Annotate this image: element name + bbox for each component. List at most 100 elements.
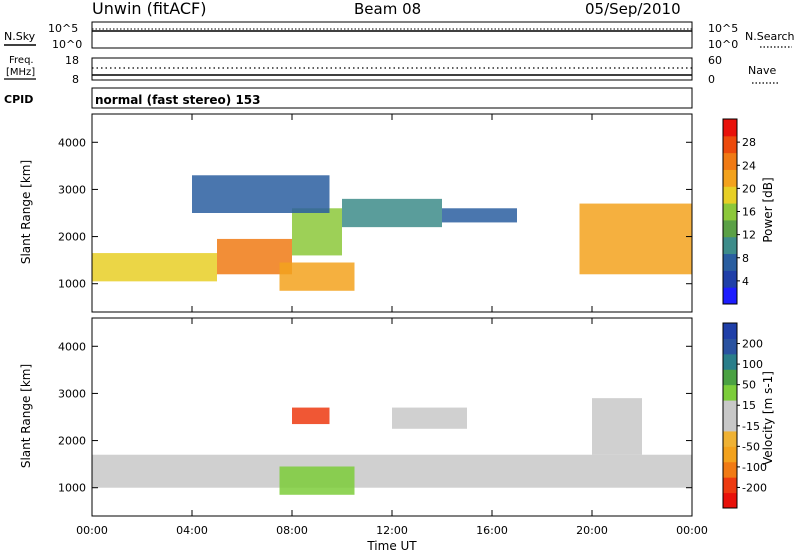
velocity-ytick-label-2: 3000 xyxy=(58,387,86,400)
velocity-colorbar-tick-label-4: -15 xyxy=(742,420,760,433)
velocity-ytick-label-0: 1000 xyxy=(58,482,86,495)
beam-title: Beam 08 xyxy=(354,0,421,18)
power-axes: 1000 2000 3000 4000 xyxy=(58,114,693,312)
freq-panel: Freq. [MHz] 18 8 60 0 Nave xyxy=(4,54,778,86)
power-colorbar: 4 8 12 16 20 24 28 xyxy=(722,118,756,305)
noise-sky-label: N.Sky xyxy=(4,30,36,43)
velocity-colorbar-segment-10 xyxy=(723,338,737,355)
velocity-ytick-label-1: 2000 xyxy=(58,435,86,448)
velocity-colorbar-segment-6 xyxy=(723,400,737,416)
power-band-4 xyxy=(442,208,517,223)
velocity-ylabel: Slant Range [km] xyxy=(19,364,33,468)
power-band-5 xyxy=(279,262,355,291)
velocity-colorbar-segment-8 xyxy=(723,369,737,386)
velocity-colorbar-tick-label-2: 50 xyxy=(742,379,756,392)
velocity-band-2 xyxy=(279,466,355,495)
velocity-colorbar: 200 100 50 15 -15 -50 -100 -200 xyxy=(722,322,767,509)
station-title: Unwin (fitACF) xyxy=(92,0,206,18)
power-colorbar-tick-label-4: 20 xyxy=(742,182,756,195)
time-axis-tick-labels: 00:00 04:00 08:00 12:00 16:00 20:00 00:00 xyxy=(76,524,708,537)
freq-right-tick-bottom: 0 xyxy=(708,73,715,86)
power-colorbar-segment-4 xyxy=(723,219,737,238)
freq-label-line2: [MHz] xyxy=(6,67,35,78)
power-colorbar-segment-6 xyxy=(723,186,737,204)
time-axis-tick-label-3: 12:00 xyxy=(376,524,408,537)
freq-panel-frame xyxy=(91,57,693,81)
power-colorbar-tick-label-1: 8 xyxy=(742,252,749,265)
power-colorbar-tick-label-3: 16 xyxy=(742,206,756,219)
power-ytick-label-3: 4000 xyxy=(58,136,86,149)
velocity-colorbar-segment-11 xyxy=(723,323,737,339)
power-data-layer xyxy=(92,175,692,291)
cpid-mode: normal (fast stereo) 153 xyxy=(95,93,261,107)
time-axis-tick-label-6: 00:00 xyxy=(676,524,708,537)
freq-right-tick-top: 60 xyxy=(708,54,722,67)
power-colorbar-segment-10 xyxy=(723,119,737,137)
velocity-band-0 xyxy=(92,454,692,488)
velocity-colorbar-tick-label-0: 200 xyxy=(742,338,763,351)
velocity-ytick-label-3: 4000 xyxy=(58,340,86,353)
velocity-colorbar-label: Velocity [m s-1] xyxy=(761,371,775,465)
time-axis-tick-label-4: 16:00 xyxy=(476,524,508,537)
velocity-colorbar-tick-label-1: 100 xyxy=(742,358,763,371)
velocity-colorbar-segment-2 xyxy=(723,461,737,478)
cpid-panel-frame xyxy=(91,87,693,109)
velocity-colorbar-tick-label-5: -50 xyxy=(742,440,760,453)
power-ytick-label-0: 1000 xyxy=(58,278,86,291)
power-colorbar-segment-3 xyxy=(723,236,737,255)
noise-left-tick-bottom: 10^0 xyxy=(52,38,82,51)
time-axis-tick-label-2: 08:00 xyxy=(276,524,308,537)
velocity-colorbar-segment-7 xyxy=(723,384,737,401)
velocity-colorbar-segment-1 xyxy=(723,477,737,494)
power-colorbar-tick-label-6: 28 xyxy=(742,136,756,149)
velocity-band-4 xyxy=(392,407,467,429)
velocity-colorbar-frame xyxy=(722,322,738,509)
power-colorbar-tick-label-2: 12 xyxy=(742,229,756,242)
power-colorbar-tick-label-0: 4 xyxy=(742,275,749,288)
cpid-label: CPID xyxy=(4,93,33,106)
noise-panel: N.Sky 10^5 10^0 10^5 10^0 N.Search xyxy=(4,21,795,51)
velocity-colorbar-segment-4 xyxy=(723,430,737,447)
cpid-panel: CPID normal (fast stereo) 153 xyxy=(4,87,693,109)
freq-left-tick-top: 18 xyxy=(65,54,79,67)
power-colorbar-segment-5 xyxy=(723,203,737,221)
time-axis-label: Time UT xyxy=(366,539,417,553)
power-ytick-label-1: 2000 xyxy=(58,231,86,244)
velocity-colorbar-tick-label-6: -100 xyxy=(742,461,767,474)
velocity-data-layer xyxy=(92,398,692,495)
time-axis-tick-label-1: 04:00 xyxy=(176,524,208,537)
noise-left-tick-top: 10^5 xyxy=(48,22,78,35)
time-axis-tick-label-5: 20:00 xyxy=(576,524,608,537)
velocity-axes: 1000 2000 3000 4000 xyxy=(58,318,693,516)
freq-label-line1: Freq. xyxy=(9,55,34,66)
power-colorbar-segment-7 xyxy=(723,169,737,187)
velocity-colorbar-segment-0 xyxy=(723,492,737,509)
power-colorbar-segment-2 xyxy=(723,253,737,271)
power-colorbar-segment-8 xyxy=(723,152,737,170)
freq-left-tick-bottom: 8 xyxy=(72,73,79,86)
date-title: 05/Sep/2010 xyxy=(585,0,681,18)
velocity-colorbar-segment-5 xyxy=(723,415,737,432)
power-panel: 1000 2000 3000 4000 Slant Range [km] 4 8 12 16… xyxy=(19,113,775,313)
velocity-colorbar-tick-label-7: -200 xyxy=(742,481,767,494)
power-band-3 xyxy=(342,198,442,228)
noise-search-label: N.Search xyxy=(745,30,795,43)
velocity-colorbar-tick-label-3: 15 xyxy=(742,399,756,412)
power-band-2 xyxy=(292,208,342,256)
power-band-7 xyxy=(192,175,330,213)
noise-right-tick-bottom: 10^0 xyxy=(708,38,738,51)
velocity-band-3 xyxy=(592,398,642,455)
velocity-colorbar-segment-9 xyxy=(723,353,737,370)
power-ytick-label-2: 3000 xyxy=(58,183,86,196)
power-colorbar-segment-9 xyxy=(723,135,737,154)
noise-panel-frame xyxy=(91,21,693,49)
velocity-panel: 1000 2000 3000 4000 Slant Range [km] 200 100… xyxy=(19,317,775,517)
velocity-colorbar-segment-3 xyxy=(723,446,737,463)
power-colorbar-tick-label-5: 24 xyxy=(742,159,756,172)
power-colorbar-label: Power [dB] xyxy=(761,177,775,242)
power-colorbar-segment-0 xyxy=(723,287,737,305)
noise-sky-trace xyxy=(92,28,692,32)
noise-right-tick-top: 10^5 xyxy=(708,22,738,35)
power-band-0 xyxy=(92,253,217,282)
nave-label: Nave xyxy=(748,64,776,77)
